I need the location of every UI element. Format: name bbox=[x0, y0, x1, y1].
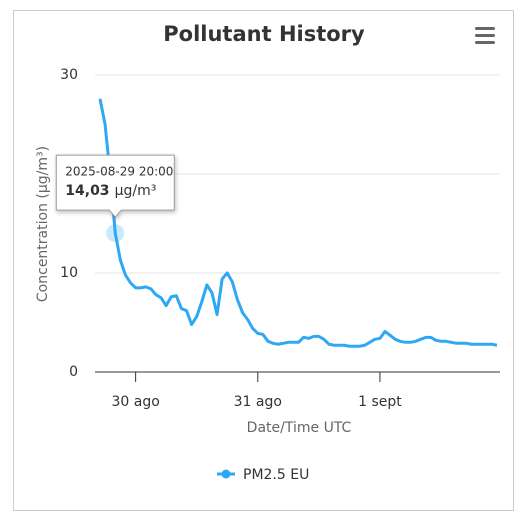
y-tick-label: 10 bbox=[60, 265, 78, 281]
x-tick-label: 31 ago bbox=[234, 394, 282, 410]
x-tick-label: 30 ago bbox=[111, 394, 159, 410]
tooltip-number: 14,03 bbox=[65, 183, 109, 199]
x-axis-title: Date/Time UTC bbox=[247, 420, 352, 436]
legend-label: PM2.5 EU bbox=[243, 467, 309, 483]
tooltip: 2025-08-29 20:00 14,03 µg/m³ bbox=[55, 154, 175, 218]
tooltip-box bbox=[55, 154, 175, 218]
y-tick-label: 0 bbox=[69, 364, 78, 380]
y-axis-title: Concentration (µg/m³) bbox=[35, 146, 51, 302]
chart-title: Pollutant History bbox=[163, 22, 365, 46]
x-tick-label: 1 sept bbox=[358, 394, 402, 410]
hover-halo bbox=[106, 224, 125, 243]
tooltip-unit: µg/m³ bbox=[115, 183, 157, 199]
data-line bbox=[98, 98, 498, 348]
y-tick-label: 30 bbox=[60, 67, 78, 83]
menu-button[interactable] bbox=[475, 27, 495, 44]
card bbox=[13, 10, 514, 511]
legend-symbol-dot bbox=[221, 469, 231, 479]
tooltip-date: 2025-08-29 20:00 bbox=[65, 165, 173, 179]
tooltip-value: 14,03 µg/m³ bbox=[65, 183, 156, 199]
